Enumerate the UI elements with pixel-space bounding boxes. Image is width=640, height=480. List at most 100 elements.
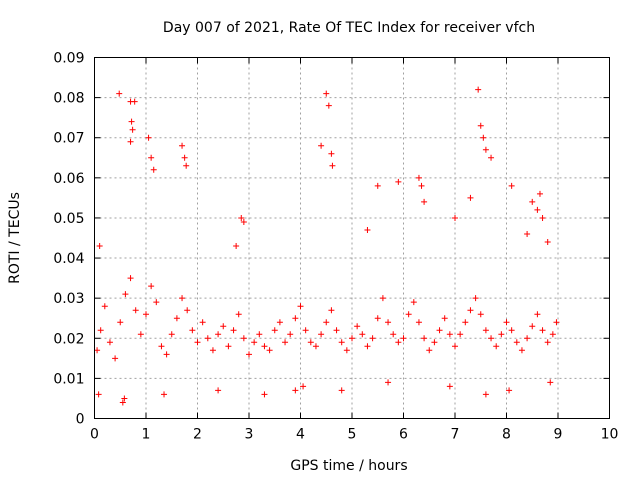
data-point [338,387,345,394]
data-point [302,327,309,334]
y-tick-label: 0.08 [53,91,84,107]
data-point [150,166,157,173]
data-point [318,142,325,149]
data-point [338,339,345,346]
data-point [233,243,240,250]
data-point [369,335,376,342]
x-tick-label: 7 [451,427,460,443]
x-tick-label: 8 [502,427,511,443]
data-point [158,343,165,350]
data-point [452,343,458,350]
data-point [539,327,546,334]
data-point [488,154,495,161]
data-point [395,178,402,185]
x-tick-label: 5 [348,427,357,443]
data-point [477,122,484,129]
data-point [547,379,554,386]
data-point [128,118,135,125]
data-point [364,343,371,350]
data-point [271,327,278,334]
y-tick-label: 0.09 [53,51,84,67]
x-tick-label: 9 [554,427,563,443]
data-point [475,86,482,93]
data-point [328,307,335,314]
data-point [97,327,104,334]
data-point [421,335,428,342]
x-tick-label: 1 [142,427,151,443]
y-tick-label: 0.07 [53,131,84,147]
data-point [282,339,289,346]
data-point [127,138,134,145]
data-point [415,174,422,181]
data-point [148,154,155,161]
data-point [518,347,525,354]
data-point [390,331,397,338]
data-point [364,226,371,233]
data-point [246,351,252,358]
data-point [127,275,134,282]
data-point [173,315,180,322]
data-point [421,198,428,205]
data-point [349,335,355,342]
x-tick-labels: 0 1 2 3 4 5 6 7 8 9 10 [90,427,618,443]
data-point [544,339,551,346]
data-point [539,214,546,221]
y-tick-label: 0.06 [53,171,84,187]
y-tick-label: 0.05 [53,211,84,227]
data-point [209,347,216,354]
data-point [121,395,128,402]
data-point [385,379,392,386]
x-tick-label: 6 [399,427,408,443]
data-point [240,335,247,342]
data-point [199,319,206,326]
data-point [482,327,489,334]
data-point [163,351,170,358]
data-point [415,319,422,326]
data-point [220,323,227,330]
data-point [553,319,560,326]
data-point [240,218,247,225]
data-point [96,243,103,250]
data-point [131,98,138,105]
data-point [472,295,479,302]
data-point [266,347,273,354]
data-point [148,283,155,290]
data-point [431,339,438,346]
data-point [132,307,139,314]
data-point [328,150,335,157]
data-point [215,387,222,394]
data-points [94,86,560,406]
data-point [436,327,443,334]
data-point [117,319,124,326]
data-point [452,214,458,221]
data-point [183,162,190,169]
y-tick-label: 0.03 [53,291,84,307]
data-point [441,315,448,322]
data-point [94,347,101,354]
data-point [161,391,168,398]
data-point [498,331,505,338]
data-point [256,331,263,338]
data-point [395,339,402,346]
y-tick-label: 0 [76,412,85,428]
data-point [405,311,412,318]
data-point [318,331,325,338]
data-point [204,335,211,342]
data-point [143,311,149,318]
axis-ticks [94,57,610,419]
data-point [312,343,319,350]
data-point [179,295,186,302]
data-point [457,331,464,338]
data-point [230,327,237,334]
data-point [379,295,386,302]
data-point [261,343,268,350]
data-point [524,230,531,237]
data-point [287,331,294,338]
data-point [467,194,474,201]
data-point [374,315,381,322]
data-point [480,134,487,141]
data-point [119,399,126,406]
x-tick-label: 2 [193,427,202,443]
data-point [354,323,361,330]
